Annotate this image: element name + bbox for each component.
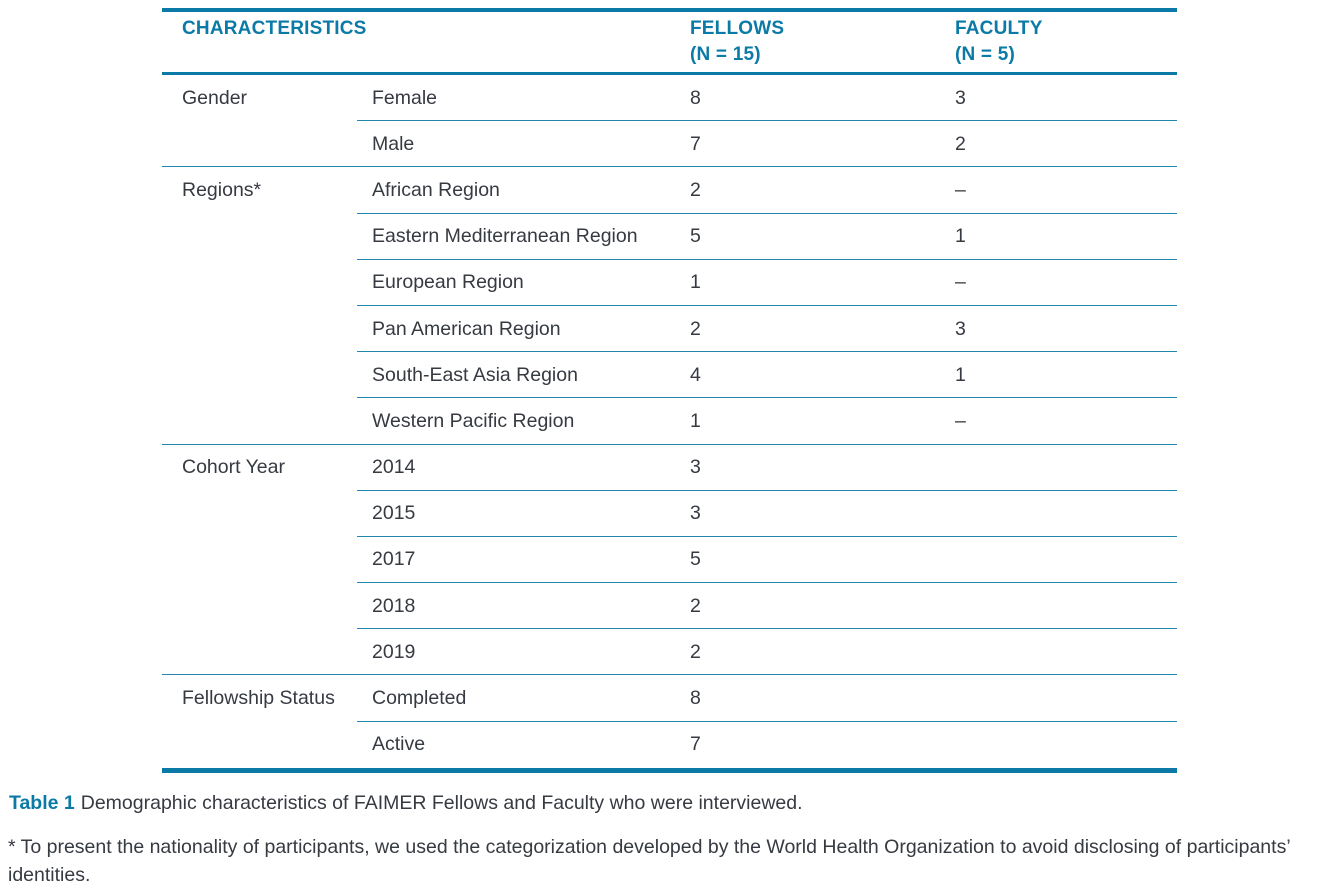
row-label: Completed <box>372 687 467 710</box>
footnote-marker: * <box>8 836 16 858</box>
table-row-male: Male 7 2 <box>162 121 1177 168</box>
fellows-value: 3 <box>690 502 701 525</box>
header-fellows-line2: (N = 15) <box>690 44 761 65</box>
fellows-value: 2 <box>690 640 701 663</box>
fellows-value: 1 <box>690 409 701 432</box>
table-footnote: * To present the nationality of participa… <box>8 833 1316 889</box>
fellows-value: 8 <box>690 86 701 109</box>
row-label: 2017 <box>372 548 416 571</box>
category-label-cohort-year: Cohort Year <box>182 456 285 479</box>
fellows-value: 2 <box>690 594 701 617</box>
table-row-2018: 2018 2 <box>162 583 1177 630</box>
table-row-western-pacific-region: Western Pacific Region 1 – <box>162 398 1177 445</box>
row-label: Eastern Mediterranean Region <box>372 225 638 248</box>
fellows-value: 8 <box>690 687 701 710</box>
row-label: 2015 <box>372 502 416 525</box>
header-characteristics: CHARACTERISTICS <box>182 18 367 39</box>
header-fellows-line1: FELLOWS <box>690 18 785 39</box>
row-label: Active <box>372 733 426 756</box>
fellows-value: 7 <box>690 733 701 756</box>
header-fellows: FELLOWS (N = 15) <box>690 16 955 68</box>
table-row-2019: 2019 2 <box>162 629 1177 676</box>
header-spacer <box>357 16 690 68</box>
category-label-regions: Regions* <box>182 178 262 201</box>
row-label: Pan American Region <box>372 317 561 340</box>
table-body: Gender Female 8 3 Male 7 2 Regions* Afri… <box>162 75 1177 768</box>
table-row-african-region: Regions* African Region 2 – <box>162 167 1177 214</box>
row-label: Western Pacific Region <box>372 409 575 432</box>
fellows-value: 2 <box>690 178 701 201</box>
table-row-2015: 2015 3 <box>162 491 1177 538</box>
fellows-value: 5 <box>690 548 701 571</box>
table-header-row: CHARACTERISTICS FELLOWS (N = 15) FACULTY… <box>162 12 1177 75</box>
row-label: European Region <box>372 271 524 294</box>
table-row-completed: Fellowship Status Completed 8 <box>162 675 1177 722</box>
faculty-value: 3 <box>955 86 966 109</box>
fellows-value: 4 <box>690 363 701 386</box>
table-row-european-region: European Region 1 – <box>162 260 1177 307</box>
fellows-value: 5 <box>690 225 701 248</box>
table-row-2014: Cohort Year 2014 3 <box>162 445 1177 491</box>
faculty-value: 3 <box>955 317 966 340</box>
fellows-value: 3 <box>690 456 701 479</box>
header-faculty-line1: FACULTY <box>955 18 1043 39</box>
table-caption-label: Table 1 <box>9 792 75 814</box>
table-row-pan-american-region: Pan American Region 2 3 <box>162 306 1177 353</box>
table-row-south-east-asia-region: South-East Asia Region 4 1 <box>162 352 1177 399</box>
faculty-value: – <box>955 271 966 294</box>
row-label: Male <box>372 132 415 155</box>
fellows-value: 7 <box>690 132 701 155</box>
header-faculty: FACULTY (N = 5) <box>955 16 1177 68</box>
row-label: African Region <box>372 178 500 201</box>
fellows-value: 1 <box>690 271 701 294</box>
faculty-value: 1 <box>955 225 966 248</box>
row-label: South-East Asia Region <box>372 363 578 386</box>
table-row-eastern-mediterranean-region: Eastern Mediterranean Region 5 1 <box>162 214 1177 260</box>
category-label-fellowship-status: Fellowship Status <box>182 687 335 710</box>
table-caption-text: Demographic characteristics of FAIMER Fe… <box>80 792 803 814</box>
table-row-female: Gender Female 8 3 <box>162 75 1177 122</box>
row-label: 2014 <box>372 456 416 479</box>
faculty-value: 2 <box>955 132 966 155</box>
row-label: Female <box>372 86 438 109</box>
table-row-2017: 2017 5 <box>162 537 1177 584</box>
category-label-gender: Gender <box>182 86 248 109</box>
fellows-value: 2 <box>690 317 701 340</box>
faculty-value: – <box>955 409 966 432</box>
table-row-active: Active 7 <box>162 722 1177 768</box>
header-faculty-line2: (N = 5) <box>955 44 1015 65</box>
demographics-table: CHARACTERISTICS FELLOWS (N = 15) FACULTY… <box>162 8 1177 773</box>
faculty-value: – <box>955 178 966 201</box>
faculty-value: 1 <box>955 363 966 386</box>
row-label: 2019 <box>372 640 416 663</box>
row-label: 2018 <box>372 594 416 617</box>
footnote-text: To present the nationality of participan… <box>8 836 1290 886</box>
table-caption: Table 1 Demographic characteristics of FA… <box>9 790 1314 817</box>
